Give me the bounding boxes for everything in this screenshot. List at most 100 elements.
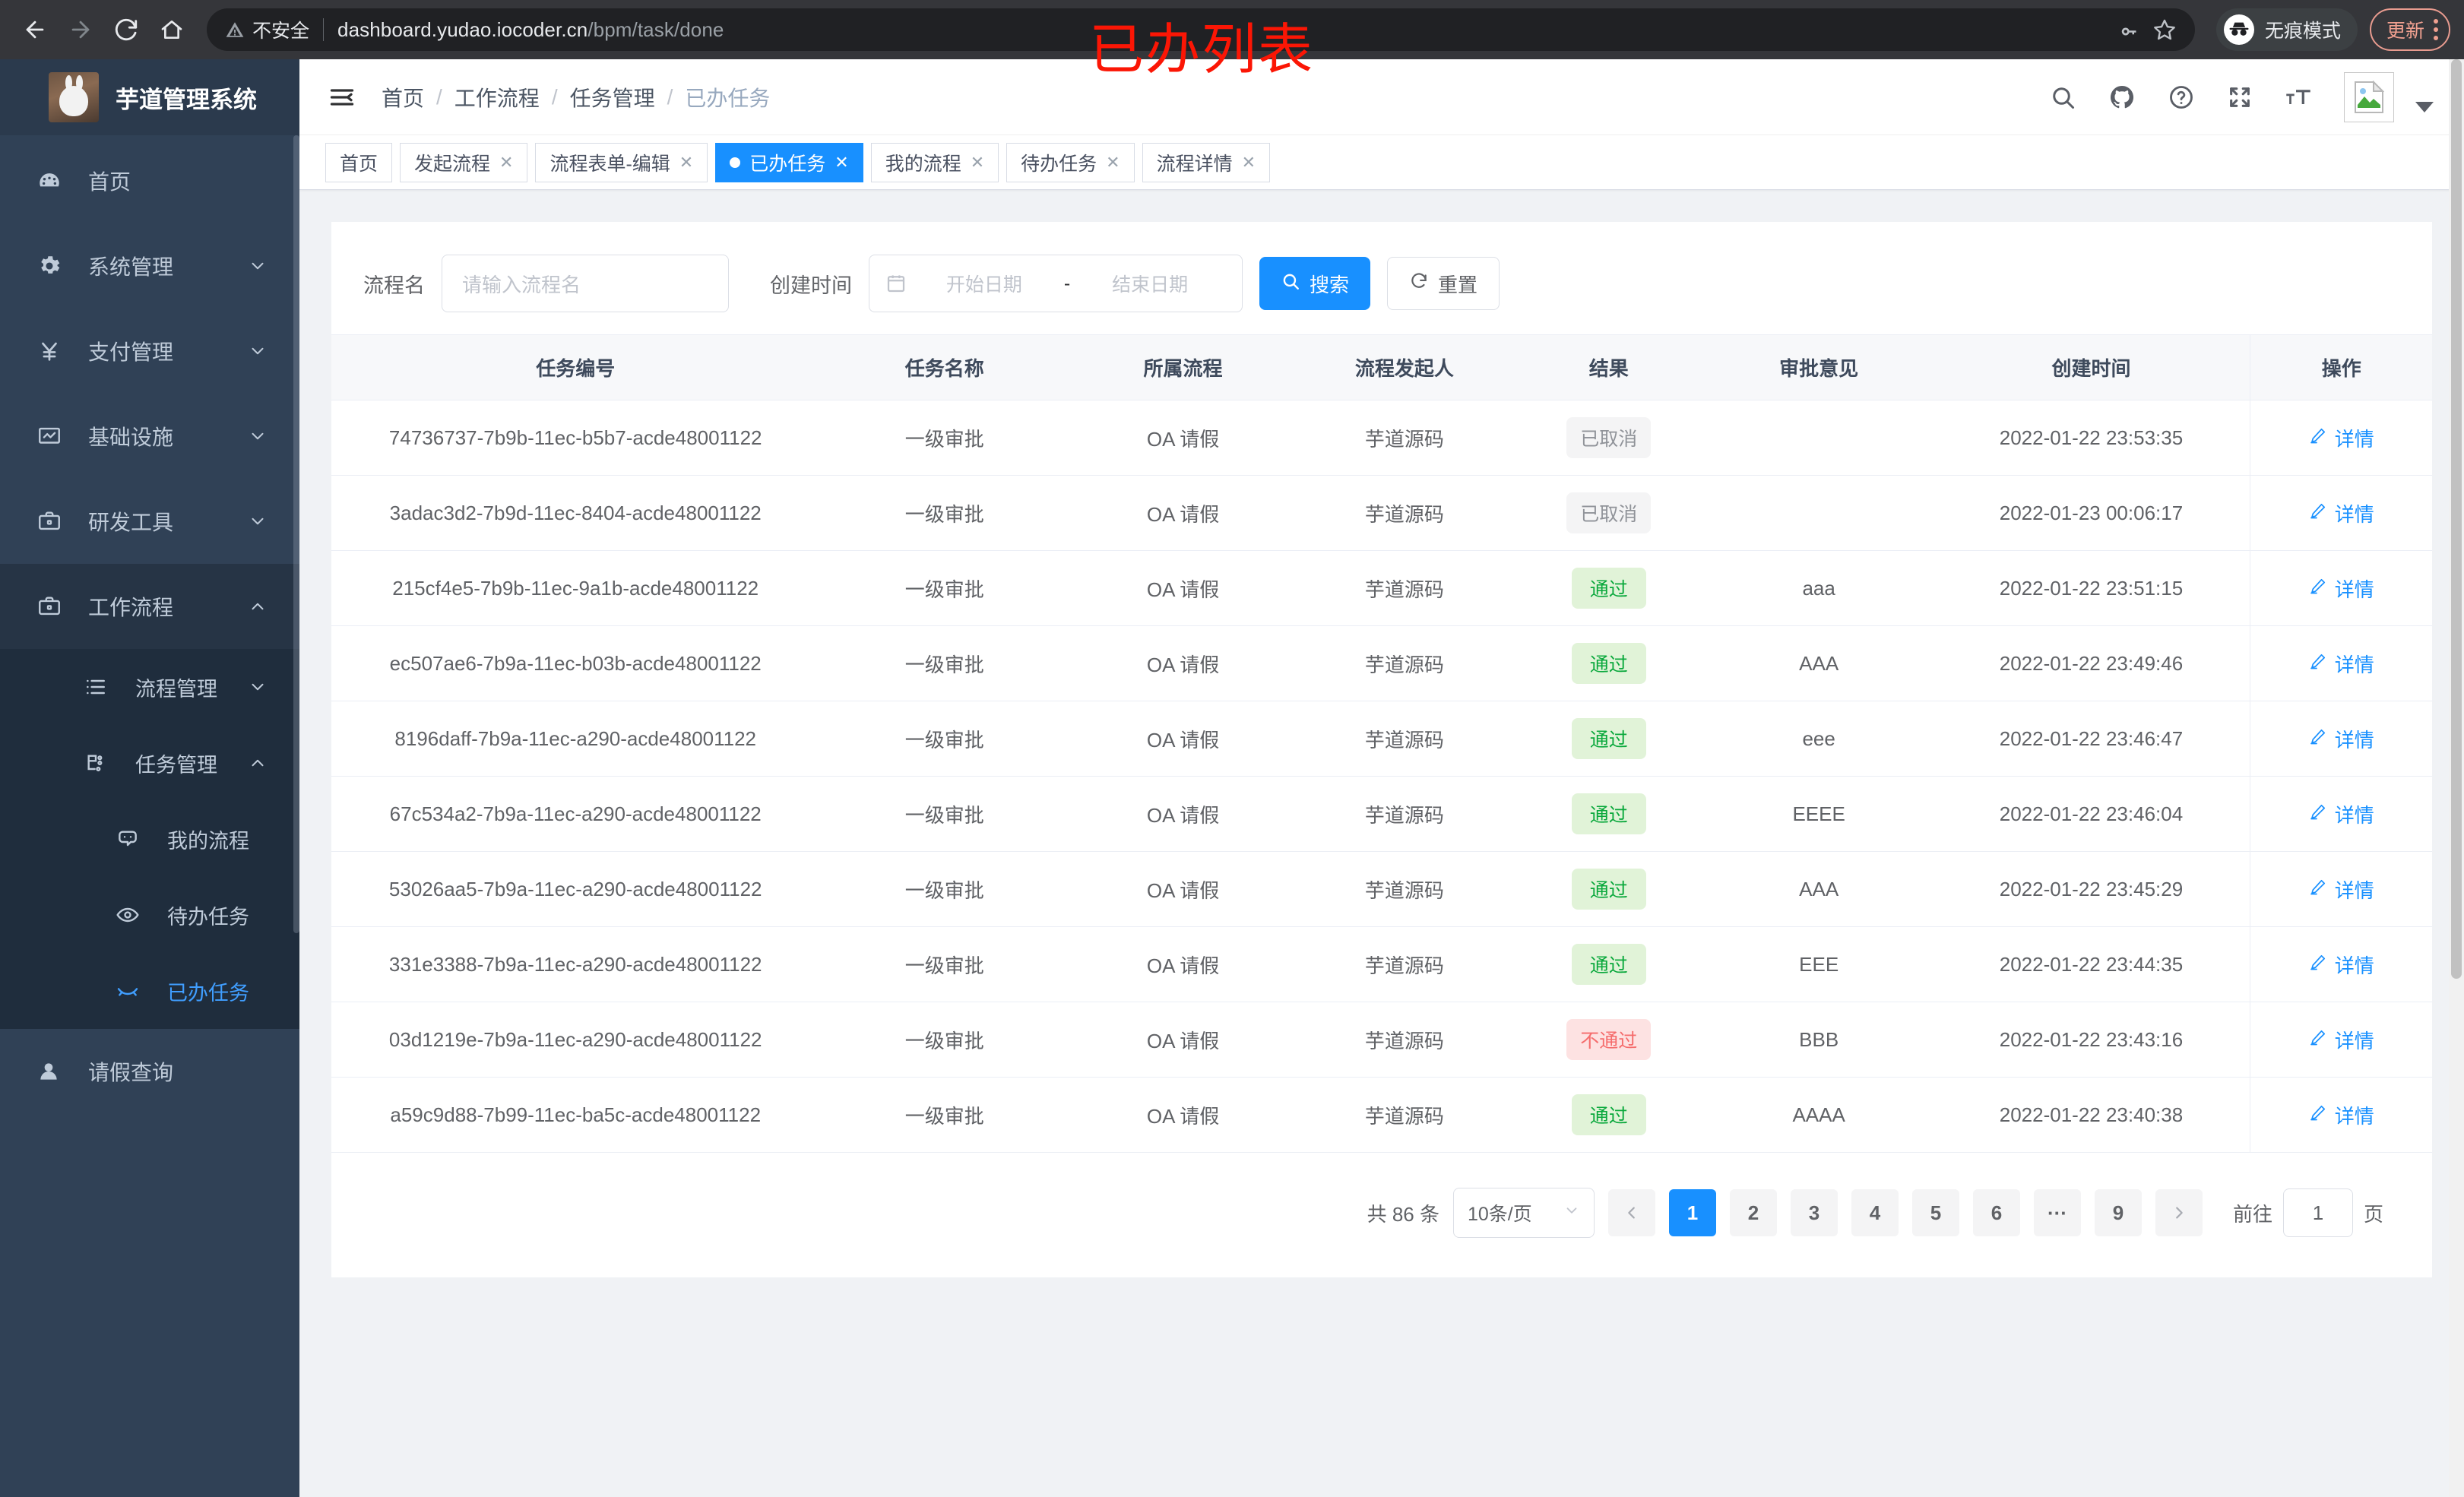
sidebar-item-system[interactable]: 系统管理 bbox=[0, 223, 299, 309]
reset-button[interactable]: 重置 bbox=[1387, 257, 1500, 310]
node-icon bbox=[84, 751, 120, 775]
close-icon[interactable]: ✕ bbox=[1241, 152, 1256, 172]
address-bar[interactable]: 不安全 dashboard.yudao.iocoder.cn/bpm/task/… bbox=[207, 8, 2195, 51]
cell-created: 2022-01-22 23:51:15 bbox=[1932, 550, 2250, 626]
page-button-4[interactable]: 4 bbox=[1851, 1189, 1899, 1236]
cell-created: 2022-01-22 23:45:29 bbox=[1932, 851, 2250, 927]
tab-launch-process[interactable]: 发起流程 ✕ bbox=[400, 142, 528, 182]
back-icon[interactable] bbox=[14, 8, 56, 51]
chevron-down-icon bbox=[248, 677, 268, 697]
detail-button[interactable]: 详情 bbox=[2309, 650, 2374, 678]
page-button-1[interactable]: 1 bbox=[1668, 1189, 1716, 1236]
toolbox-icon bbox=[36, 593, 73, 619]
sidebar-item-devtools[interactable]: 研发工具 bbox=[0, 479, 299, 564]
incognito-indicator[interactable]: 无痕模式 bbox=[2215, 8, 2358, 51]
cell-task-name: 一级审批 bbox=[819, 400, 1070, 476]
sidebar-item-home[interactable]: 首页 bbox=[0, 138, 299, 223]
detail-button[interactable]: 详情 bbox=[2309, 725, 2374, 753]
process-name-placeholder: 请输入流程名 bbox=[462, 273, 581, 296]
page-button-2[interactable]: 2 bbox=[1729, 1189, 1777, 1236]
sidebar-item-workflow[interactable]: 工作流程 bbox=[0, 564, 299, 649]
sidebar-item-process-manage[interactable]: 流程管理 bbox=[0, 649, 299, 725]
fullscreen-icon[interactable] bbox=[2227, 84, 2253, 110]
detail-button[interactable]: 详情 bbox=[2309, 574, 2374, 603]
detail-button[interactable]: 详情 bbox=[2309, 800, 2374, 828]
tab-done-task[interactable]: 已办任务 ✕ bbox=[715, 142, 863, 182]
detail-button[interactable]: 详情 bbox=[2309, 1101, 2374, 1129]
tab-todo-task[interactable]: 待办任务 ✕ bbox=[1006, 142, 1135, 182]
breadcrumb-item-2[interactable]: 任务管理 bbox=[569, 86, 655, 110]
detail-button-label: 详情 bbox=[2334, 1029, 2374, 1052]
page-button-3[interactable]: 3 bbox=[1790, 1189, 1838, 1236]
close-icon[interactable]: ✕ bbox=[1106, 152, 1120, 172]
avatar[interactable] bbox=[2344, 71, 2394, 122]
key-icon[interactable] bbox=[2119, 18, 2142, 41]
page-ellipsis[interactable]: ··· bbox=[2033, 1189, 2081, 1236]
cell-created: 2022-01-22 23:49:46 bbox=[1932, 625, 2250, 701]
next-page-button[interactable] bbox=[2155, 1189, 2203, 1236]
table-row: 3adac3d2-7b9d-11ec-8404-acde48001122 一级审批… bbox=[331, 475, 2432, 551]
forward-icon[interactable] bbox=[59, 8, 102, 51]
home-icon[interactable] bbox=[150, 8, 193, 51]
omnibox-divider bbox=[323, 18, 325, 41]
help-icon[interactable] bbox=[2168, 84, 2195, 111]
page-button-9[interactable]: 9 bbox=[2094, 1189, 2142, 1236]
github-icon[interactable] bbox=[2108, 84, 2136, 111]
hamburger-icon[interactable] bbox=[325, 81, 359, 114]
cell-task-name: 一级审批 bbox=[819, 776, 1070, 852]
sidebar-item-leave-query[interactable]: 请假查询 bbox=[0, 1029, 299, 1114]
caret-down-icon[interactable] bbox=[2415, 101, 2434, 112]
sidebar-item-my-process[interactable]: 我的流程 bbox=[0, 801, 299, 877]
search-button[interactable]: 搜索 bbox=[1259, 257, 1371, 310]
cell-task-name: 一级审批 bbox=[819, 701, 1070, 777]
close-icon[interactable]: ✕ bbox=[499, 152, 514, 172]
tab-process-form-edit[interactable]: 流程表单-编辑 ✕ bbox=[535, 142, 708, 182]
sidebar-item-task-manage[interactable]: 任务管理 bbox=[0, 725, 299, 801]
tab-home[interactable]: 首页 bbox=[325, 142, 393, 182]
close-icon[interactable]: ✕ bbox=[970, 152, 985, 172]
brand[interactable]: 芋道管理系统 bbox=[0, 59, 299, 135]
sidebar-item-todo-task[interactable]: 待办任务 bbox=[0, 877, 299, 953]
create-time-range-input[interactable]: 开始日期 - 结束日期 bbox=[869, 255, 1243, 312]
jump-page-input[interactable]: 1 bbox=[2282, 1188, 2353, 1237]
prev-page-button[interactable] bbox=[1607, 1189, 1655, 1236]
font-size-icon[interactable] bbox=[2285, 84, 2312, 111]
page-scrollbar[interactable] bbox=[2449, 59, 2464, 1497]
sidebar-item-infrastructure[interactable]: 基础设施 bbox=[0, 394, 299, 479]
breadcrumb-sep: / bbox=[436, 84, 442, 109]
tab-my-process[interactable]: 我的流程 ✕ bbox=[870, 142, 999, 182]
url-text: dashboard.yudao.iocoder.cn/bpm/task/done bbox=[337, 18, 724, 42]
update-button[interactable]: 更新 bbox=[2369, 8, 2450, 51]
page-button-5[interactable]: 5 bbox=[1911, 1189, 1959, 1236]
pencil-icon bbox=[2309, 652, 2327, 676]
create-time-label: 创建时间 bbox=[770, 274, 852, 297]
detail-button[interactable]: 详情 bbox=[2309, 951, 2374, 979]
reload-icon[interactable] bbox=[105, 8, 147, 51]
detail-button[interactable]: 详情 bbox=[2309, 1026, 2374, 1054]
star-icon[interactable] bbox=[2152, 17, 2177, 42]
process-name-input[interactable]: 请输入流程名 bbox=[442, 255, 729, 312]
close-icon[interactable]: ✕ bbox=[679, 152, 694, 172]
kebab-menu-icon[interactable] bbox=[2434, 19, 2438, 40]
sidebar-item-done-task[interactable]: 已办任务 bbox=[0, 953, 299, 1029]
detail-button[interactable]: 详情 bbox=[2309, 424, 2374, 452]
detail-button[interactable]: 详情 bbox=[2309, 875, 2374, 904]
topbar-actions bbox=[2049, 71, 2434, 122]
sidebar-item-payment[interactable]: 支付管理 bbox=[0, 309, 299, 394]
detail-button[interactable]: 详情 bbox=[2309, 499, 2374, 527]
yuan-icon bbox=[36, 338, 73, 364]
cell-initiator: 芋道源码 bbox=[1296, 550, 1512, 626]
gear-icon bbox=[36, 253, 73, 279]
cell-result: 通过 bbox=[1512, 851, 1705, 927]
cell-operation: 详情 bbox=[2250, 926, 2432, 1002]
tab-process-detail[interactable]: 流程详情 ✕ bbox=[1142, 142, 1271, 182]
page-size-select[interactable]: 10条/页 bbox=[1452, 1188, 1595, 1238]
cell-created: 2022-01-22 23:43:16 bbox=[1932, 1002, 2250, 1078]
breadcrumb-item-0[interactable]: 首页 bbox=[382, 86, 425, 110]
close-icon[interactable]: ✕ bbox=[835, 152, 849, 172]
col-comment: 审批意见 bbox=[1705, 334, 1933, 400]
search-icon[interactable] bbox=[2049, 84, 2076, 111]
sidebar-scrollbar[interactable] bbox=[293, 135, 299, 933]
page-button-6[interactable]: 6 bbox=[1972, 1189, 2020, 1236]
breadcrumb-item-1[interactable]: 工作流程 bbox=[454, 86, 540, 110]
